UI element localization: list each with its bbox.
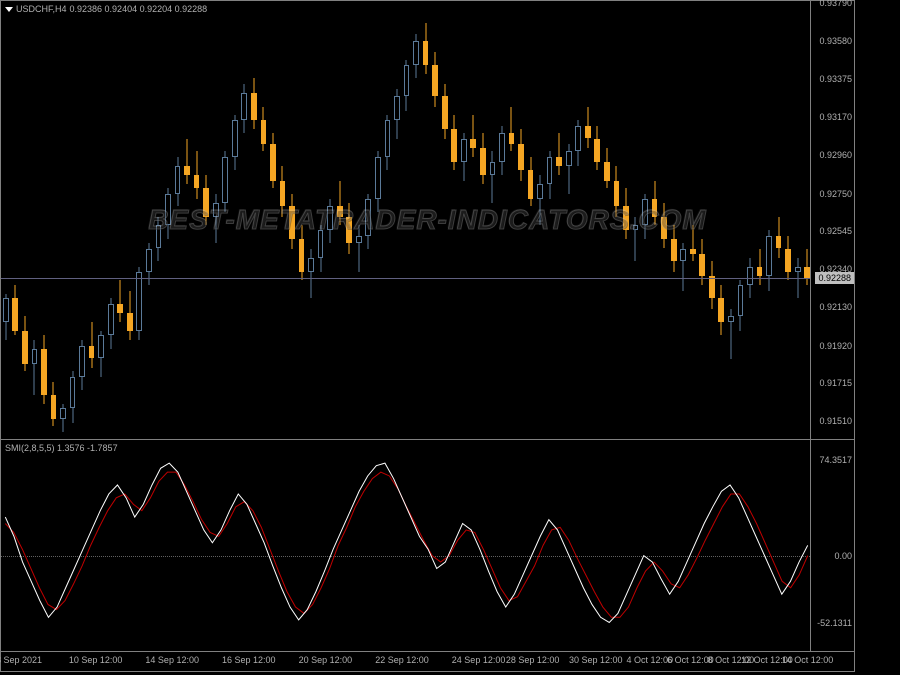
y-tick-label: 0.92750 <box>819 189 852 199</box>
x-tick-label: 4 Oct 12:00 <box>627 655 674 665</box>
y-tick-label: 0.92960 <box>819 150 852 160</box>
candle <box>728 1 734 441</box>
candle <box>41 1 47 441</box>
x-tick-label: 30 Sep 12:00 <box>569 655 623 665</box>
indicator-y-tick: 74.3517 <box>819 455 852 465</box>
candle <box>89 1 95 441</box>
watermark-text: BEST-METATRADER-INDICATORS.COM <box>148 204 706 236</box>
indicator-lines <box>1 440 812 652</box>
chart-header: USDCHF,H4 0.92386 0.92404 0.92204 0.9228… <box>5 4 207 14</box>
candle <box>127 1 133 441</box>
candle <box>709 1 715 441</box>
y-tick-label: 0.92130 <box>819 302 852 312</box>
indicator-panel[interactable]: SMI(2,8,5,5) 1.3576 -1.7857 74.3517 0.00 -… <box>0 440 855 652</box>
candle <box>3 1 9 441</box>
indicator-y-axis: 74.3517 0.00 -52.1311 <box>810 440 854 651</box>
y-tick-label: 0.92545 <box>819 226 852 236</box>
candle <box>738 1 744 441</box>
x-tick-label: 14 Oct 12:00 <box>782 655 834 665</box>
current-price-tag: 0.92288 <box>815 272 854 284</box>
candle <box>766 1 772 441</box>
x-tick-label: 6 Oct 12:00 <box>667 655 714 665</box>
x-tick-label: 24 Sep 12:00 <box>452 655 506 665</box>
candle <box>51 1 57 441</box>
x-tick-label: 10 Sep 12:00 <box>69 655 123 665</box>
candle <box>718 1 724 441</box>
y-tick-label: 0.93580 <box>819 36 852 46</box>
price-chart-panel[interactable]: USDCHF,H4 0.92386 0.92404 0.92204 0.9228… <box>0 0 855 440</box>
candle <box>12 1 18 441</box>
candle <box>785 1 791 441</box>
candle <box>804 1 810 441</box>
time-x-axis: 8 Sep 2021 10 Sep 12:00 14 Sep 12:00 16 Sep… <box>0 652 855 672</box>
y-tick-label: 0.91510 <box>819 416 852 426</box>
candle <box>98 1 104 441</box>
y-tick-label: 0.91920 <box>819 341 852 351</box>
indicator-header: SMI(2,8,5,5) 1.3576 -1.7857 <box>5 443 118 453</box>
x-tick-label: 14 Sep 12:00 <box>145 655 199 665</box>
ohlc-label: 0.92386 0.92404 0.92204 0.92288 <box>70 4 208 14</box>
candle <box>108 1 114 441</box>
x-tick-label: 8 Sep 2021 <box>0 655 42 665</box>
candle <box>60 1 66 441</box>
candle <box>79 1 85 441</box>
x-tick-label: 22 Sep 12:00 <box>375 655 429 665</box>
candle <box>70 1 76 441</box>
candle <box>795 1 801 441</box>
y-tick-label: 0.93375 <box>819 74 852 84</box>
y-tick-label: 0.93790 <box>819 0 852 8</box>
x-tick-label: 16 Sep 12:00 <box>222 655 276 665</box>
y-tick-label: 0.93170 <box>819 112 852 122</box>
indicator-y-tick: -52.1311 <box>817 618 852 628</box>
candle <box>22 1 28 441</box>
symbol-label: USDCHF,H4 <box>16 4 67 14</box>
dropdown-icon[interactable] <box>5 7 13 12</box>
candle <box>776 1 782 441</box>
indicator-y-tick: 0.00 <box>834 551 852 561</box>
current-price-line <box>1 278 810 279</box>
x-tick-label: 28 Sep 12:00 <box>506 655 560 665</box>
candle <box>136 1 142 441</box>
y-tick-label: 0.91715 <box>819 378 852 388</box>
price-y-axis: 0.92288 0.93790 0.93580 0.93375 0.93170 0.92… <box>810 1 854 439</box>
candle <box>757 1 763 441</box>
candle <box>117 1 123 441</box>
candle <box>32 1 38 441</box>
x-tick-label: 20 Sep 12:00 <box>299 655 353 665</box>
candle <box>747 1 753 441</box>
indicator-label: SMI(2,8,5,5) 1.3576 -1.7857 <box>5 443 118 453</box>
